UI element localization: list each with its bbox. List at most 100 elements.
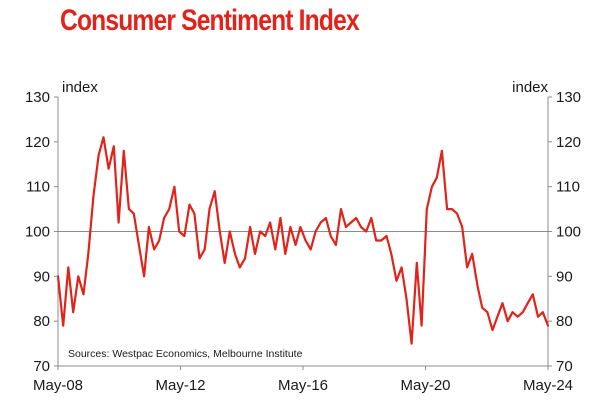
y-tick-label-right: 90 [556, 268, 573, 285]
data-point [547, 324, 549, 327]
data-point [92, 194, 95, 197]
data-point [537, 315, 539, 318]
data-point [314, 230, 317, 233]
data-point [122, 149, 125, 152]
y-tick-label-right: 70 [556, 358, 573, 375]
data-point [309, 248, 312, 251]
data-point [173, 185, 176, 188]
x-tick-label: May-12 [155, 377, 205, 394]
x-tick-label: May-24 [523, 377, 573, 394]
data-point [223, 262, 226, 264]
y-tick-label-left: 120 [25, 134, 50, 151]
data-point [410, 342, 413, 345]
data-point [531, 293, 534, 296]
data-point [294, 244, 297, 246]
data-point [244, 257, 246, 260]
y-tick-label-left: 90 [33, 268, 50, 285]
data-point [254, 253, 256, 255]
data-point [67, 266, 70, 269]
data-point [234, 253, 236, 255]
data-point [279, 217, 282, 219]
data-point [446, 208, 448, 211]
data-point [375, 239, 378, 242]
data-point [335, 244, 337, 246]
data-point [132, 212, 135, 215]
data-point [153, 248, 156, 251]
y-tick-label-left: 100 [25, 224, 50, 241]
data-point [526, 302, 529, 305]
data-point [62, 324, 65, 327]
data-point [218, 230, 221, 233]
data-point [360, 226, 362, 228]
series-line [56, 136, 550, 345]
data-point [329, 235, 332, 237]
data-point [476, 284, 479, 287]
data-point [365, 230, 368, 233]
data-point [461, 226, 464, 228]
data-point [97, 154, 100, 157]
y-axis-label-right: index [512, 79, 548, 96]
data-point [107, 167, 110, 170]
y-tick-label-right: 110 [556, 179, 580, 196]
data-point [541, 311, 544, 314]
data-point [82, 293, 85, 296]
data-point [203, 248, 206, 251]
data-point [264, 235, 267, 237]
data-point [148, 226, 150, 228]
data-point [319, 221, 322, 224]
data-point [304, 239, 307, 242]
data-point [87, 253, 90, 255]
y-tick-label-right: 80 [556, 313, 573, 330]
data-point [188, 203, 191, 206]
data-point [269, 221, 271, 224]
data-point [415, 262, 418, 264]
y-axis-label-left: index [62, 79, 98, 96]
y-tick-label-left: 70 [33, 358, 50, 375]
data-point [466, 266, 468, 269]
data-point [405, 297, 408, 300]
data-point [325, 217, 327, 219]
data-point [72, 311, 75, 314]
data-point [471, 253, 474, 255]
data-point [511, 311, 514, 314]
y-tick-label-left: 130 [25, 89, 50, 106]
data-point [127, 208, 130, 211]
data-point [198, 257, 201, 260]
data-point [158, 239, 161, 242]
data-point [456, 212, 458, 215]
y-tick-label-left: 110 [26, 179, 50, 196]
data-point [491, 329, 494, 331]
data-point [274, 248, 277, 251]
data-point [370, 217, 373, 219]
data-point [249, 226, 252, 228]
data-point [521, 311, 524, 314]
data-point [168, 208, 171, 211]
x-tick-label: May-16 [278, 377, 328, 394]
data-point [77, 275, 80, 278]
data-point [420, 324, 423, 327]
y-tick-label-right: 130 [556, 89, 581, 106]
data-point [117, 221, 120, 224]
data-point [431, 185, 433, 188]
source-note: Sources: Westpac Economics, Melbourne In… [68, 348, 303, 360]
data-point [178, 230, 181, 233]
data-point [486, 311, 489, 314]
data-point [380, 239, 383, 242]
data-point [299, 226, 302, 228]
data-point [340, 208, 342, 211]
data-point [112, 145, 115, 148]
x-tick-label: May-08 [33, 377, 83, 394]
data-point [289, 226, 292, 228]
y-tick-label-right: 120 [556, 134, 581, 151]
data-point [238, 266, 241, 269]
data-point [228, 230, 231, 233]
data-point [385, 235, 388, 237]
data-point [213, 190, 216, 193]
data-point [345, 226, 347, 228]
chart-title: Consumer Sentiment Index [60, 4, 360, 37]
data-point [390, 253, 393, 255]
data-point [441, 149, 443, 152]
data-point [400, 266, 403, 269]
data-point [350, 221, 352, 224]
